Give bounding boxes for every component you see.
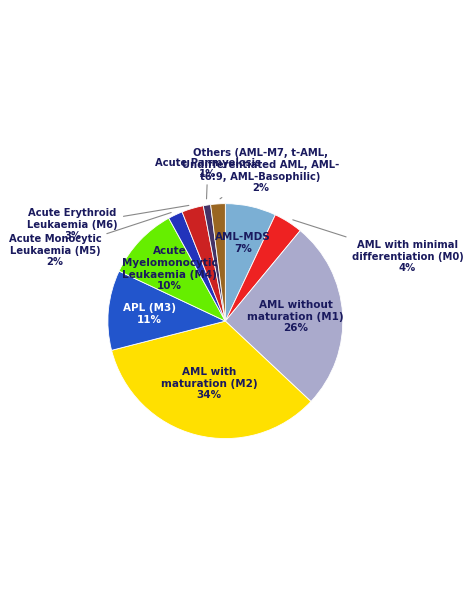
Wedge shape [182,206,225,321]
Wedge shape [169,212,225,321]
Text: Acute Panmyelosis
1%: Acute Panmyelosis 1% [155,158,261,199]
Wedge shape [111,321,311,439]
Text: Others (AML-M7, t-AML,
Undifferentiated AML, AML-
t6:9, AML-Basophilic)
2%: Others (AML-M7, t-AML, Undifferentiated … [182,148,339,199]
Wedge shape [119,218,225,321]
Text: Acute
Myelomonocytic
Leukaemia (M4)
10%: Acute Myelomonocytic Leukaemia (M4) 10% [122,246,218,291]
Wedge shape [225,231,343,401]
Text: AML with minimal
differentiation (M0)
4%: AML with minimal differentiation (M0) 4% [293,220,463,273]
Text: Acute Monocytic
Leukaemia (M5)
2%: Acute Monocytic Leukaemia (M5) 2% [9,212,171,267]
Text: AML without
maturation (M1)
26%: AML without maturation (M1) 26% [247,300,344,333]
Text: AML with
maturation (M2)
34%: AML with maturation (M2) 34% [161,367,257,400]
Wedge shape [225,215,300,321]
Wedge shape [210,204,225,321]
Text: APL (M3)
11%: APL (M3) 11% [123,303,176,325]
Text: Acute Erythroid
Leukaemia (M6)
3%: Acute Erythroid Leukaemia (M6) 3% [27,205,189,242]
Wedge shape [203,205,225,321]
Text: AML-MDS
7%: AML-MDS 7% [215,232,271,254]
Wedge shape [225,204,275,321]
Wedge shape [108,271,225,350]
